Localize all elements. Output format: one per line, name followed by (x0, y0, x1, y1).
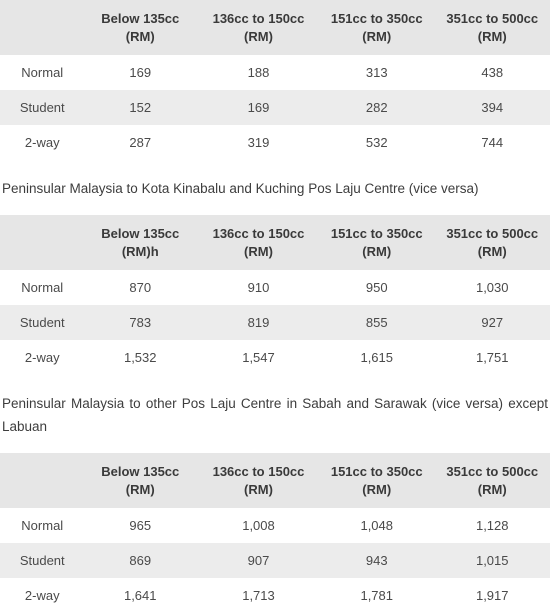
cell: 965 (83, 508, 199, 543)
pricing-tables-container: Below 135cc (RM) 136cc to 150cc (RM) 151… (0, 0, 550, 613)
header-136-150cc: 136cc to 150cc (RM) (198, 215, 319, 270)
header-151-350cc: 151cc to 350cc (RM) (319, 453, 435, 508)
cell: 943 (319, 543, 435, 578)
row-label-normal: Normal (0, 508, 83, 543)
section-caption-2: Peninsular Malaysia to Kota Kinabalu and… (0, 160, 550, 215)
cell: 907 (198, 543, 319, 578)
row-label-2way: 2-way (0, 125, 83, 160)
row-label-student: Student (0, 543, 83, 578)
cell: 1,641 (83, 578, 199, 613)
header-351-500cc: 351cc to 500cc (RM) (435, 215, 550, 270)
cell: 1,781 (319, 578, 435, 613)
header-below-135cc: Below 135cc (RM) (83, 453, 199, 508)
header-blank (0, 453, 83, 508)
cell: 783 (83, 305, 199, 340)
cell: 1,015 (435, 543, 550, 578)
header-351-500cc: 351cc to 500cc (RM) (435, 0, 550, 55)
table-row: Student 783 819 855 927 (0, 305, 550, 340)
cell: 1,713 (198, 578, 319, 613)
table-header-row: Below 135cc (RM) 136cc to 150cc (RM) 151… (0, 453, 550, 508)
cell: 1,547 (198, 340, 319, 375)
cell: 287 (83, 125, 199, 160)
table-row: 2-way 1,641 1,713 1,781 1,917 (0, 578, 550, 613)
header-351-500cc: 351cc to 500cc (RM) (435, 453, 550, 508)
cell: 1,615 (319, 340, 435, 375)
row-label-2way: 2-way (0, 578, 83, 613)
table-row: Normal 870 910 950 1,030 (0, 270, 550, 305)
cell: 1,030 (435, 270, 550, 305)
pricing-table-3: Below 135cc (RM) 136cc to 150cc (RM) 151… (0, 453, 550, 613)
pricing-table-2: Below 135cc (RM)h 136cc to 150cc (RM) 15… (0, 215, 550, 375)
table-header-row: Below 135cc (RM)h 136cc to 150cc (RM) 15… (0, 215, 550, 270)
cell: 319 (198, 125, 319, 160)
cell: 910 (198, 270, 319, 305)
cell: 927 (435, 305, 550, 340)
cell: 532 (319, 125, 435, 160)
cell: 1,917 (435, 578, 550, 613)
cell: 870 (83, 270, 199, 305)
cell: 169 (83, 55, 199, 90)
header-below-135cc: Below 135cc (RM)h (83, 215, 199, 270)
row-label-student: Student (0, 305, 83, 340)
cell: 313 (319, 55, 435, 90)
cell: 950 (319, 270, 435, 305)
header-151-350cc: 151cc to 350cc (RM) (319, 0, 435, 55)
cell: 1,008 (198, 508, 319, 543)
cell: 1,128 (435, 508, 550, 543)
cell: 152 (83, 90, 199, 125)
cell: 869 (83, 543, 199, 578)
cell: 819 (198, 305, 319, 340)
table-row: Normal 169 188 313 438 (0, 55, 550, 90)
table-row: Student 152 169 282 394 (0, 90, 550, 125)
header-blank (0, 0, 83, 55)
cell: 282 (319, 90, 435, 125)
cell: 394 (435, 90, 550, 125)
table-row: 2-way 1,532 1,547 1,615 1,751 (0, 340, 550, 375)
row-label-normal: Normal (0, 55, 83, 90)
cell: 855 (319, 305, 435, 340)
table-row: 2-way 287 319 532 744 (0, 125, 550, 160)
header-151-350cc: 151cc to 350cc (RM) (319, 215, 435, 270)
cell: 744 (435, 125, 550, 160)
header-blank (0, 215, 83, 270)
row-label-normal: Normal (0, 270, 83, 305)
table-row: Student 869 907 943 1,015 (0, 543, 550, 578)
header-below-135cc: Below 135cc (RM) (83, 0, 199, 55)
cell: 1,532 (83, 340, 199, 375)
cell: 1,751 (435, 340, 550, 375)
row-label-student: Student (0, 90, 83, 125)
table-row: Normal 965 1,008 1,048 1,128 (0, 508, 550, 543)
cell: 438 (435, 55, 550, 90)
cell: 1,048 (319, 508, 435, 543)
row-label-2way: 2-way (0, 340, 83, 375)
header-136-150cc: 136cc to 150cc (RM) (198, 0, 319, 55)
cell: 188 (198, 55, 319, 90)
cell: 169 (198, 90, 319, 125)
header-136-150cc: 136cc to 150cc (RM) (198, 453, 319, 508)
section-caption-3: Peninsular Malaysia to other Pos Laju Ce… (0, 375, 550, 453)
pricing-table-1: Below 135cc (RM) 136cc to 150cc (RM) 151… (0, 0, 550, 160)
table-header-row: Below 135cc (RM) 136cc to 150cc (RM) 151… (0, 0, 550, 55)
